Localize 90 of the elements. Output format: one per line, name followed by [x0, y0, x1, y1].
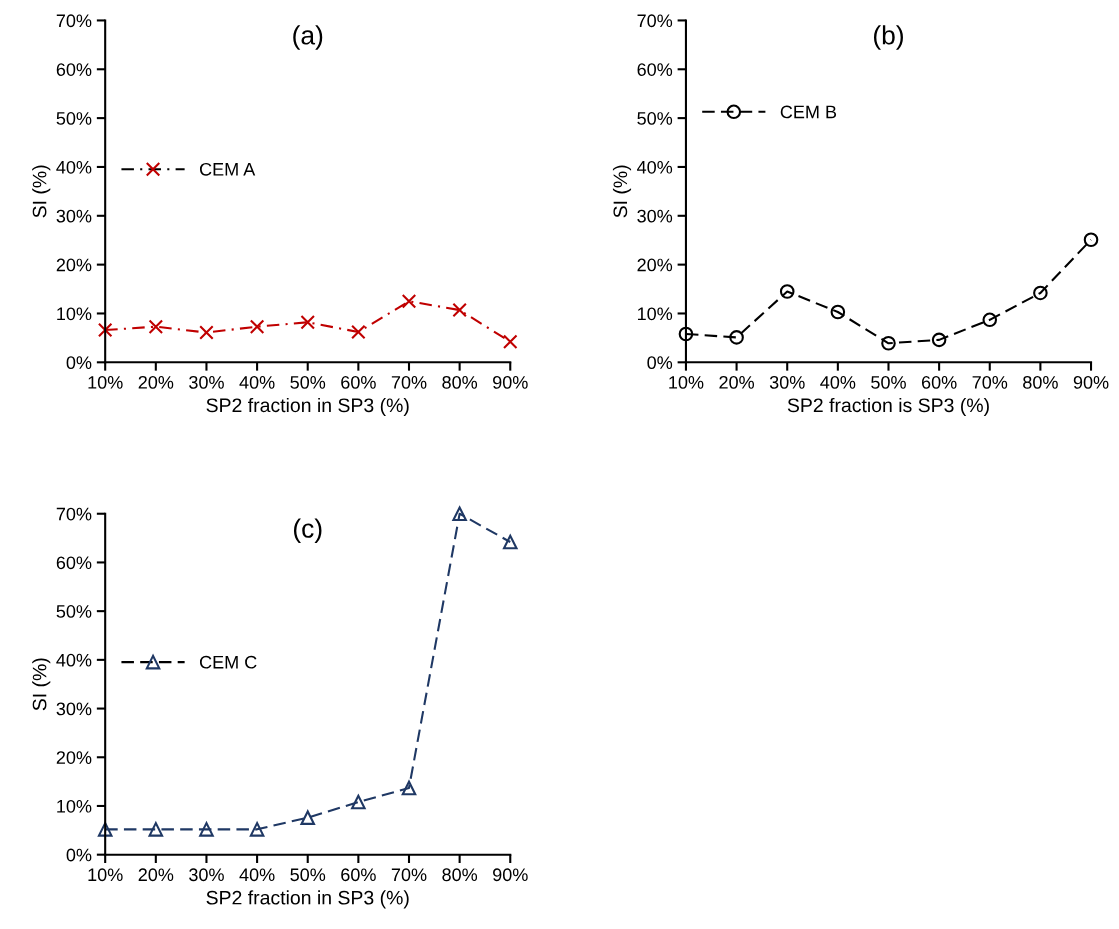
y-tick-label: 60% — [56, 63, 92, 76]
point — [249, 822, 265, 837]
y-tick-label: 20% — [56, 751, 92, 764]
chart-title: (c) — [293, 518, 322, 544]
point — [502, 334, 518, 350]
legend-label: CEM C — [199, 655, 257, 669]
x-tick-label: 90% — [493, 868, 528, 882]
x-tick-label: 30% — [769, 375, 805, 389]
point — [249, 319, 265, 334]
y-tick-label: 10% — [57, 307, 92, 321]
y-axis-title: SI (%) — [32, 165, 51, 218]
chart-title: (a) — [293, 25, 323, 50]
x-tick-label: 10% — [88, 868, 123, 882]
point — [1033, 285, 1048, 301]
y-tick-label: 30% — [56, 702, 92, 716]
point — [401, 780, 417, 796]
y-tick-label: 40% — [56, 653, 92, 667]
point — [351, 794, 366, 810]
y-tick-label: 60% — [56, 556, 92, 570]
x-tick-label: 40% — [239, 868, 275, 882]
point — [729, 330, 744, 345]
x-tick-label: 90% — [493, 375, 528, 389]
y-tick-label: 50% — [56, 112, 92, 125]
point — [502, 534, 518, 550]
y-axis-title: SI (%) — [612, 165, 632, 218]
y-tick-label: 60% — [637, 63, 673, 76]
y-tick-label: 40% — [637, 160, 673, 174]
point — [830, 304, 846, 320]
point — [300, 314, 316, 330]
y-tick-label: 50% — [56, 605, 92, 618]
y-tick-label: 0% — [66, 848, 92, 862]
y-tick-label: 50% — [637, 112, 673, 125]
point — [678, 326, 694, 342]
x-tick-label: 30% — [189, 375, 224, 389]
y-tick-label: 30% — [56, 209, 92, 223]
y-tick-label: 0% — [66, 356, 92, 370]
x-tick-label: 80% — [442, 868, 478, 882]
legend-label: CEM A — [199, 162, 256, 176]
x-tick-label: 70% — [391, 375, 427, 389]
x-tick-label: 40% — [820, 375, 856, 389]
y-tick-label: 40% — [56, 160, 92, 174]
point — [97, 822, 113, 837]
x-tick-label: 20% — [138, 375, 174, 389]
x-tick-label: 70% — [391, 868, 427, 882]
x-tick-label: 60% — [341, 868, 376, 882]
x-tick-label: 80% — [442, 375, 478, 389]
x-tick-label: 40% — [239, 375, 275, 389]
y-tick-label: 70% — [56, 507, 92, 521]
y-tick-label: 10% — [637, 307, 673, 321]
point — [97, 322, 113, 338]
x-tick-label: 50% — [871, 375, 906, 389]
y-tick-label: 0% — [647, 356, 673, 370]
y-tick-label: 70% — [56, 14, 92, 28]
point — [779, 284, 795, 299]
x-axis-title: SP2 fraction is SP3 (%) — [787, 397, 989, 417]
point — [300, 810, 316, 825]
y-tick-label: 20% — [56, 258, 92, 272]
x-tick-label: 60% — [341, 375, 376, 389]
x-tick-label: 90% — [1073, 375, 1109, 389]
y-tick-label: 70% — [637, 14, 673, 28]
x-axis-title: SP2 fraction in SP3 (%) — [206, 397, 409, 417]
x-axis-title: SP2 fraction in SP3 (%) — [206, 890, 409, 909]
x-tick-label: 50% — [290, 868, 326, 882]
chart-title: (b) — [874, 25, 903, 50]
x-tick-label: 50% — [290, 375, 326, 389]
y-tick-label: 20% — [637, 258, 673, 272]
point — [199, 822, 214, 837]
y-tick-label: 30% — [637, 209, 673, 223]
y-axis-title: SI (%) — [32, 658, 51, 711]
point — [401, 293, 417, 309]
point — [452, 506, 467, 522]
point — [1083, 232, 1099, 248]
x-tick-label: 10% — [88, 375, 123, 389]
point — [881, 335, 896, 351]
x-tick-label: 10% — [669, 375, 704, 389]
point — [148, 822, 164, 837]
legend-label: CEM B — [780, 105, 837, 119]
point — [148, 319, 164, 334]
point — [982, 312, 998, 328]
x-tick-label: 80% — [1023, 375, 1058, 389]
point — [931, 332, 947, 348]
x-tick-label: 20% — [138, 868, 174, 882]
x-tick-label: 60% — [921, 375, 957, 389]
point — [351, 324, 366, 340]
x-tick-label: 20% — [719, 375, 755, 389]
x-tick-label: 30% — [189, 868, 224, 882]
point — [452, 302, 467, 318]
y-tick-label: 10% — [57, 799, 92, 813]
point — [199, 325, 214, 340]
x-tick-label: 70% — [972, 375, 1008, 389]
